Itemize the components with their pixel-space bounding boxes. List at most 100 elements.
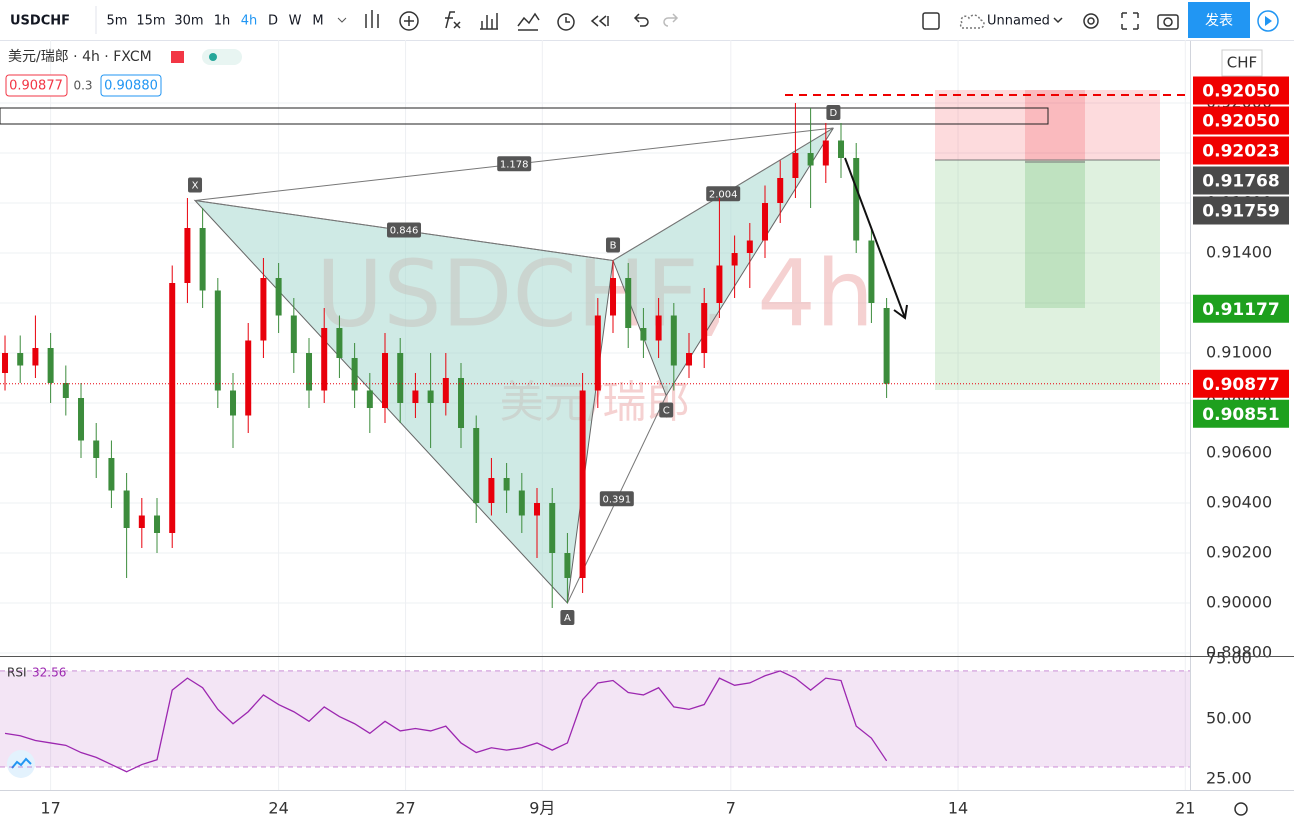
price-tag <box>1193 196 1289 225</box>
candle-body <box>245 340 252 416</box>
rsi-tick-label: 25.00 <box>1206 768 1252 787</box>
currency-label: CHF <box>1227 54 1257 72</box>
sell-box[interactable] <box>5 74 68 97</box>
undo-icon[interactable] <box>633 13 649 27</box>
candle-body <box>701 303 708 353</box>
candle-body <box>655 315 662 341</box>
spread: 0.3 <box>73 79 92 93</box>
candle-body <box>230 390 237 416</box>
redo-icon[interactable] <box>663 13 679 27</box>
candle-body <box>868 240 875 303</box>
interval[interactable]: W <box>289 14 302 29</box>
grid <box>0 40 1190 790</box>
candle-body <box>47 348 54 383</box>
point-box <box>560 610 575 625</box>
replay-icon[interactable] <box>590 15 609 27</box>
alert-icon[interactable] <box>557 13 575 31</box>
buy-price: 0.90880 <box>104 79 158 94</box>
interval[interactable]: D <box>268 14 278 29</box>
candle-icon[interactable] <box>365 10 379 28</box>
bars-icon[interactable] <box>480 13 498 30</box>
x-tick-label: 7 <box>726 799 736 818</box>
price-tag <box>1193 166 1289 195</box>
candle-body <box>17 353 24 366</box>
ratio-label: 0.391 <box>602 494 631 505</box>
currency-box[interactable] <box>1221 49 1263 77</box>
point-box <box>188 177 203 193</box>
rsi-pane: RSI 32.56 25.00 50.00 75.00 <box>0 648 1294 787</box>
price-tag-label: 0.92050 <box>1202 82 1280 102</box>
settings-gear[interactable] <box>1234 802 1248 816</box>
candle-body <box>62 383 69 398</box>
status-pill[interactable] <box>202 49 242 65</box>
price-tag <box>1193 369 1289 398</box>
candle-body <box>93 440 100 458</box>
cloud-icon <box>959 14 985 29</box>
ratio-label: 1.178 <box>500 159 529 170</box>
candle-body <box>564 553 571 578</box>
arrow-drawing[interactable] <box>844 157 908 320</box>
point-label: D <box>830 108 838 119</box>
candle-body <box>518 490 525 516</box>
interval[interactable]: 15m <box>136 14 165 29</box>
candle-body <box>169 283 176 533</box>
price-tag <box>1193 76 1289 105</box>
y-tick-label: 0.90200 <box>1206 543 1272 562</box>
flag[interactable] <box>171 51 184 63</box>
candle-body <box>822 140 829 166</box>
symbol[interactable]: USDCHF <box>10 14 70 29</box>
arrow-shaft <box>844 157 906 319</box>
settings-center <box>1087 17 1095 25</box>
tool-icons <box>365 10 1179 31</box>
y-tick-label: 0.91000 <box>1206 343 1272 362</box>
zone-rectangle[interactable] <box>0 107 1049 125</box>
fx-icon[interactable] <box>445 11 461 29</box>
candle-body <box>108 458 115 491</box>
price-tag-label: 0.92050 <box>1202 112 1280 132</box>
candle-body <box>427 390 434 403</box>
chevron[interactable] <box>337 17 347 23</box>
layout-icon[interactable] <box>922 12 940 30</box>
interval[interactable]: 1h <box>214 14 231 29</box>
candle-body <box>731 253 738 266</box>
x-tick-label: 27 <box>395 799 415 818</box>
price-tag-label: 0.91759 <box>1202 202 1279 222</box>
y-tick-label: 0.90000 <box>1206 593 1272 612</box>
candle-body <box>290 315 297 353</box>
interval[interactable]: M <box>312 14 323 29</box>
chevron-2[interactable] <box>1053 17 1063 24</box>
candle-body <box>853 158 860 241</box>
add-icon[interactable] <box>399 11 419 31</box>
price-tag-label: 0.92023 <box>1202 142 1279 162</box>
buy-box[interactable] <box>100 74 162 97</box>
target-zone[interactable] <box>935 160 1160 390</box>
compare-icon[interactable] <box>517 12 540 31</box>
price-tag <box>1193 294 1289 323</box>
layout-name[interactable]: Unnamed <box>987 14 1050 29</box>
toolbar: USDCHF 5m 15m 30m 1h 4h D W M Unnamed 发表 <box>0 2 1294 41</box>
add-plus <box>404 16 414 26</box>
play-icon[interactable] <box>1257 10 1279 32</box>
ratio-label: 2.004 <box>709 189 738 200</box>
stop-zone-2[interactable] <box>1025 90 1085 161</box>
settings-icon[interactable] <box>1083 13 1099 29</box>
camera-icon[interactable] <box>1157 14 1179 30</box>
fullscreen-icon[interactable] <box>1121 12 1139 30</box>
candle-body <box>199 228 206 291</box>
price-tag-label: 0.91177 <box>1202 300 1279 320</box>
interval[interactable]: 30m <box>174 14 203 29</box>
rsi-value: 32.56 <box>32 666 66 680</box>
candle-body <box>366 390 373 408</box>
candle-body <box>670 315 677 366</box>
x-tick-label: 24 <box>268 799 288 818</box>
candle-body <box>154 515 161 533</box>
interval[interactable]: 5m <box>107 14 128 29</box>
interval[interactable]: 4h <box>241 14 258 29</box>
target-zone-2[interactable] <box>1025 161 1085 308</box>
publish-button[interactable] <box>1188 2 1250 38</box>
rsi-tick-label: 75.00 <box>1206 648 1252 667</box>
stop-zone[interactable] <box>935 90 1160 160</box>
candle-body <box>883 308 890 384</box>
